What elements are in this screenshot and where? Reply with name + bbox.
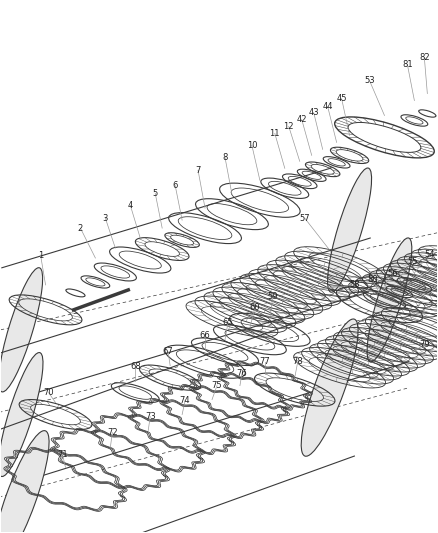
Text: 4: 4 <box>127 201 133 209</box>
Ellipse shape <box>301 319 358 456</box>
Ellipse shape <box>328 168 371 292</box>
Text: 10: 10 <box>247 141 257 150</box>
Text: 72: 72 <box>107 428 118 437</box>
Ellipse shape <box>0 431 49 533</box>
Text: 71: 71 <box>57 450 68 459</box>
Text: 12: 12 <box>283 122 294 131</box>
Text: 11: 11 <box>269 129 280 138</box>
Text: 6: 6 <box>173 181 178 190</box>
Text: 79: 79 <box>419 340 430 349</box>
Text: 70: 70 <box>43 388 54 397</box>
Text: 56: 56 <box>387 270 398 278</box>
Text: 57: 57 <box>300 214 310 223</box>
Text: 1: 1 <box>38 251 43 260</box>
Text: 65: 65 <box>223 318 233 327</box>
Text: 78: 78 <box>293 357 303 366</box>
Text: 8: 8 <box>223 153 228 162</box>
Text: 58: 58 <box>349 280 360 289</box>
Ellipse shape <box>367 238 412 362</box>
Text: 74: 74 <box>180 396 191 405</box>
Text: 66: 66 <box>200 332 210 340</box>
Text: 60: 60 <box>250 303 260 312</box>
Text: 75: 75 <box>212 381 223 390</box>
Text: 53: 53 <box>364 76 375 85</box>
Text: 43: 43 <box>308 108 319 117</box>
Text: 3: 3 <box>102 214 108 223</box>
Ellipse shape <box>0 352 43 477</box>
Text: 68: 68 <box>130 362 141 371</box>
Text: 5: 5 <box>152 189 158 198</box>
Text: 42: 42 <box>297 115 307 124</box>
Text: 81: 81 <box>402 60 413 69</box>
Text: 45: 45 <box>336 94 347 103</box>
Text: 77: 77 <box>259 357 270 366</box>
Text: 76: 76 <box>237 369 247 378</box>
Text: 82: 82 <box>419 53 430 62</box>
Text: 80: 80 <box>367 276 378 285</box>
Ellipse shape <box>0 268 42 392</box>
Text: 54: 54 <box>424 249 434 259</box>
Text: 44: 44 <box>322 102 333 111</box>
Text: 7: 7 <box>195 166 201 175</box>
Text: 2: 2 <box>78 224 83 232</box>
Text: 59: 59 <box>268 293 278 301</box>
Text: 73: 73 <box>145 412 155 421</box>
Text: 55: 55 <box>407 256 418 265</box>
Text: 67: 67 <box>163 347 173 356</box>
